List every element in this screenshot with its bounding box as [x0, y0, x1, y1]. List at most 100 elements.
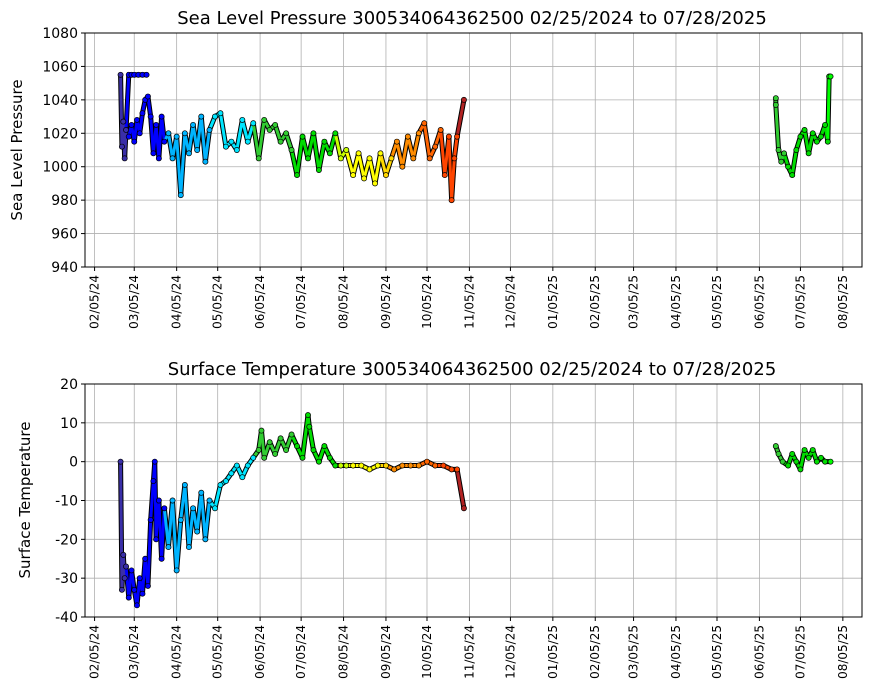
data-point — [424, 458, 430, 465]
data-point — [332, 130, 339, 137]
track-segment — [774, 103, 781, 152]
data-point — [150, 478, 157, 485]
track-segment — [807, 131, 815, 155]
data-point — [448, 466, 455, 473]
track-segment — [203, 499, 211, 541]
data-point — [797, 466, 804, 473]
data-point — [813, 458, 820, 465]
data-point — [809, 447, 816, 453]
data-point — [198, 489, 205, 496]
data-point — [244, 462, 251, 469]
x-tick-label: 08/05/25 — [836, 275, 850, 329]
data-point — [131, 138, 138, 145]
data-point — [120, 118, 127, 125]
track-segment — [218, 111, 228, 149]
x-tick-label: 07/05/24 — [294, 625, 308, 679]
data-point — [118, 143, 125, 150]
data-point — [206, 497, 213, 504]
data-point — [460, 505, 467, 512]
data-point — [374, 462, 381, 469]
track-segment — [378, 151, 388, 177]
data-point — [153, 121, 160, 128]
data-point — [244, 138, 251, 145]
data-point — [186, 150, 192, 157]
data-point — [134, 116, 140, 123]
data-point — [125, 133, 132, 140]
data-point — [194, 528, 201, 535]
track-segment — [826, 74, 831, 144]
data-point — [383, 172, 389, 179]
data-point — [150, 150, 157, 157]
y-tick-label: -20 — [55, 532, 78, 548]
plot-frame — [84, 383, 863, 618]
data-point — [121, 155, 128, 162]
data-point — [198, 113, 205, 120]
x-tick-label: 05/05/25 — [710, 275, 724, 329]
track-segment — [798, 448, 807, 471]
data-point — [801, 447, 808, 453]
data-point — [332, 462, 339, 469]
data-point — [121, 575, 128, 582]
data-point — [228, 138, 235, 145]
data-point — [785, 163, 792, 170]
data-point — [383, 462, 389, 469]
track-segment — [455, 98, 466, 139]
data-point — [144, 93, 151, 100]
x-tick-label: 05/05/25 — [710, 625, 724, 679]
track-segment — [373, 151, 382, 185]
surface-temperature-panel: Surface Temperature 300534064362500 02/2… — [16, 359, 863, 679]
data-point — [202, 536, 209, 543]
y-tick-label: 1020 — [42, 126, 78, 142]
data-point — [143, 71, 150, 78]
x-tick-label: 04/05/24 — [170, 625, 184, 679]
data-point — [134, 602, 140, 609]
x-tick-label: 06/05/24 — [253, 275, 267, 329]
track-segment — [328, 131, 337, 155]
track-segment — [240, 118, 250, 144]
data-point — [131, 586, 138, 593]
track-segment — [187, 506, 195, 549]
data-point — [822, 458, 829, 465]
y-tick-label: -30 — [55, 571, 78, 587]
track-segment — [406, 135, 415, 160]
y-tick-label: 1060 — [42, 59, 78, 75]
data-point — [158, 555, 165, 562]
data-point — [377, 150, 384, 157]
x-tick-label: 09/05/24 — [379, 625, 393, 679]
y-axis-label: Surface Temperature — [16, 422, 34, 579]
data-point — [228, 470, 235, 477]
data-point — [813, 138, 820, 145]
data-point — [326, 454, 333, 461]
data-point — [169, 497, 176, 504]
track-segment — [138, 111, 144, 135]
data-point — [139, 110, 146, 117]
sea-level-pressure-panel: Sea Level Pressure 300534064362500 02/25… — [8, 8, 863, 329]
track-segment — [175, 518, 183, 572]
x-tick-label: 03/05/24 — [127, 625, 141, 679]
plot-frame — [84, 32, 863, 268]
track-segment — [199, 115, 207, 164]
data-point — [142, 555, 149, 562]
data-point — [415, 462, 422, 469]
data-point — [158, 113, 165, 120]
data-point — [805, 150, 812, 157]
data-point — [366, 155, 373, 162]
data-point — [822, 121, 829, 128]
data-point — [233, 462, 240, 469]
data-point — [451, 155, 458, 162]
data-point — [432, 462, 439, 469]
data-point — [212, 505, 218, 512]
track-segment — [146, 95, 153, 119]
data-point — [250, 454, 257, 461]
data-point — [258, 427, 265, 434]
data-point — [460, 96, 467, 103]
track-segment — [146, 518, 153, 588]
data-point — [372, 180, 378, 187]
track-segment — [344, 148, 355, 177]
data-point — [454, 133, 461, 140]
x-tick-label: 11/05/24 — [462, 275, 476, 329]
data-point — [315, 458, 322, 465]
data-point — [399, 163, 406, 170]
track-segment — [123, 128, 128, 160]
track-segment — [368, 156, 377, 185]
